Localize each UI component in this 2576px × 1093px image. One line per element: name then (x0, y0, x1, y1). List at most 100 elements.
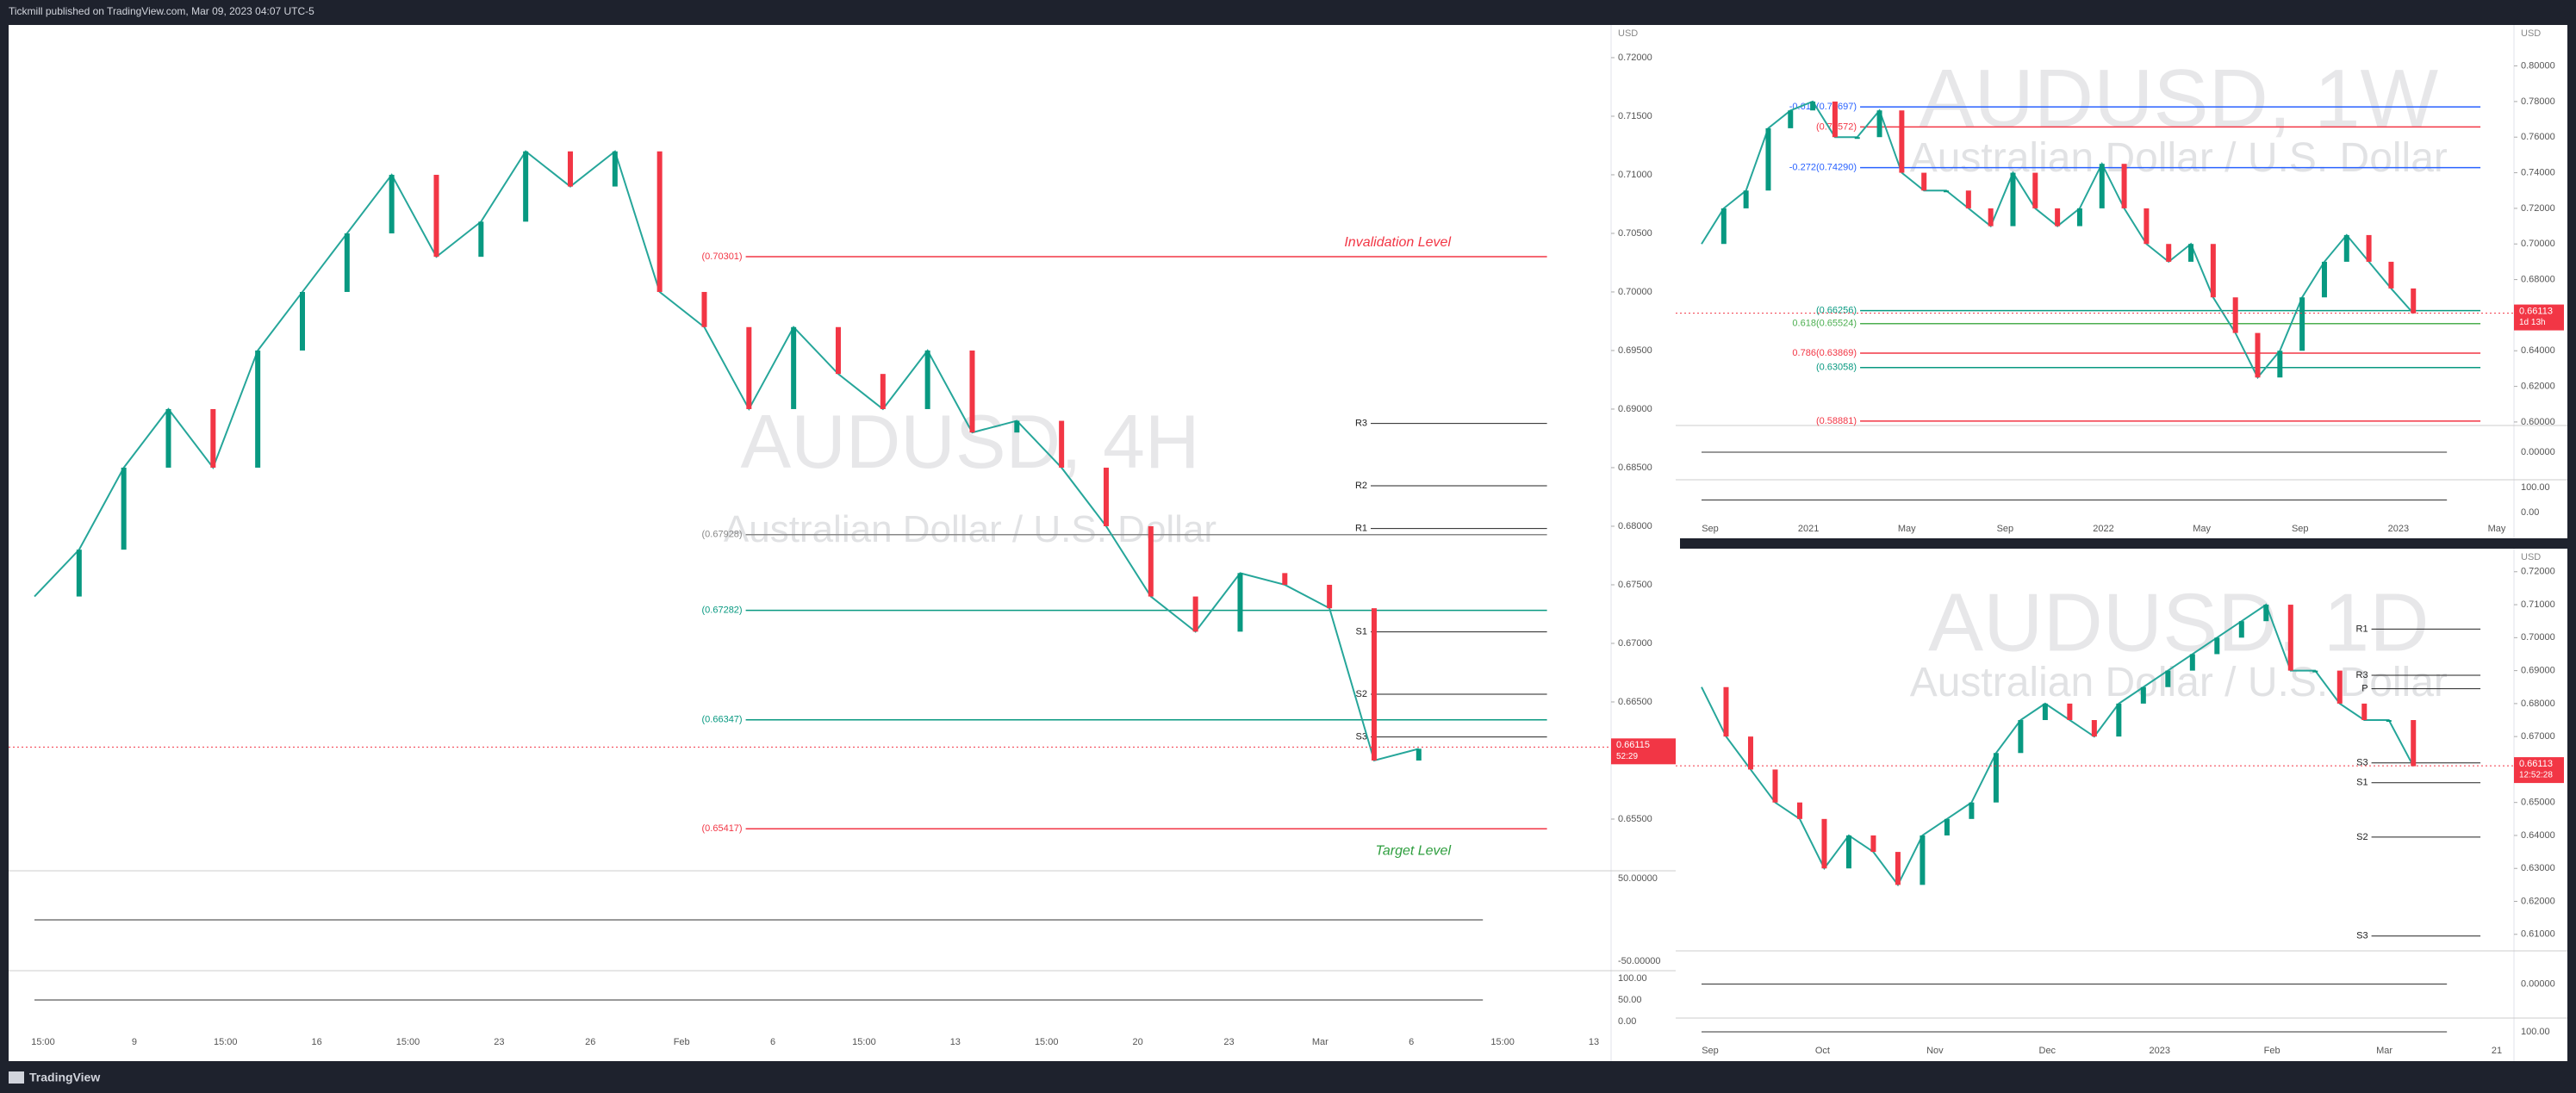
level-label: (0.63058) (1816, 363, 1857, 373)
price-tick-label: 0.64000 (2521, 830, 2555, 841)
brand[interactable]: TradingView (29, 1071, 100, 1084)
time-label: Mar (2376, 1046, 2392, 1056)
candle (656, 151, 663, 292)
price-line (1701, 603, 2415, 887)
time-label: Sep (1702, 1046, 1719, 1056)
candle (2121, 164, 2127, 208)
candle (2312, 670, 2318, 673)
candle (701, 291, 707, 327)
candle (1371, 608, 1377, 761)
candle (2321, 261, 2327, 298)
price-tick-label: 0.69000 (1618, 404, 1652, 414)
price-tick-label: 0.66500 (1618, 697, 1652, 707)
candle (567, 151, 573, 187)
price-tick-label: 0.80000 (2521, 60, 2555, 71)
level-label: (0.67282) (702, 605, 743, 616)
price-tick-label: 0.74000 (2521, 167, 2555, 177)
candle (2238, 621, 2244, 638)
panel-bg (1676, 25, 2567, 538)
time-label: 23 (494, 1037, 504, 1047)
candle (1059, 420, 1065, 468)
candle (2277, 351, 2283, 378)
osc-label: 50.00000 (1618, 873, 1658, 884)
price-tick-label: 0.68000 (2521, 699, 2555, 709)
osc-label: 0.00 (2521, 507, 2539, 518)
candle (1282, 573, 1288, 585)
candle (2018, 720, 2024, 754)
time-label: 13 (950, 1037, 961, 1047)
time-label: 15:00 (852, 1037, 876, 1047)
osc-label: 0.00 (1618, 1016, 1636, 1027)
price-tick-label: 0.70000 (2521, 239, 2555, 249)
price-tag-label: 0.66113 (2519, 306, 2553, 316)
price-tag (1611, 738, 1677, 765)
price-tick-label: 0.70000 (2521, 632, 2555, 643)
candle (2010, 172, 2016, 227)
level-label: (0.67928) (702, 530, 743, 540)
time-label: 9 (132, 1037, 137, 1047)
candle (2144, 208, 2150, 245)
candle (1765, 127, 1771, 191)
candle (2386, 720, 2392, 723)
candle (1103, 467, 1109, 526)
candle (924, 350, 930, 409)
level-label: S2 (1356, 689, 1367, 699)
candle (2032, 172, 2038, 208)
price-tick-label: 0.71500 (1618, 111, 1652, 121)
candle (1720, 208, 1727, 245)
level-label: 0.786(0.63869) (1792, 348, 1857, 358)
price-tick-label: 0.67000 (2521, 731, 2555, 742)
time-label: 15:00 (214, 1037, 238, 1047)
subtitle: Australian Dollar / U.S. Dollar (724, 508, 1216, 550)
price-tick-label: 0.71000 (2521, 599, 2555, 610)
subtitle: Australian Dollar / U.S. Dollar (1910, 660, 2448, 705)
time-label: 2023 (2149, 1046, 2169, 1056)
level-label: -0.272(0.74290) (1789, 162, 1857, 172)
candle (2336, 670, 2343, 704)
time-label: Feb (674, 1037, 690, 1047)
candle (1965, 190, 1971, 208)
candle (1148, 525, 1154, 597)
time-label: 23 (1223, 1037, 1234, 1047)
candle (1832, 101, 1838, 138)
panel-bg (1676, 549, 2567, 1061)
time-label: 2021 (1798, 524, 1819, 534)
candle (880, 374, 886, 409)
time-label: May (1898, 524, 1916, 534)
candle (1237, 573, 1243, 632)
level-label: R1 (2356, 624, 2368, 634)
candle (1921, 172, 1927, 191)
candle (389, 174, 395, 233)
level-label: R3 (1355, 419, 1367, 429)
candle (1920, 835, 1926, 885)
price-tag-label: 0.66113 (2519, 759, 2553, 769)
osc-label: -50.00000 (1618, 956, 1661, 966)
candle (2411, 720, 2417, 767)
candle (478, 221, 484, 258)
candle (2388, 261, 2394, 289)
candle (2091, 720, 2097, 737)
time-label: 2023 (2388, 524, 2409, 534)
candle (1854, 137, 1860, 140)
time-label: Nov (1926, 1046, 1944, 1056)
price-tick-label: 0.72000 (2521, 203, 2555, 214)
time-label: 15:00 (1035, 1037, 1059, 1047)
level-label: (0.65417) (702, 823, 743, 834)
currency: USD (2521, 28, 2541, 39)
candle (1969, 802, 1975, 819)
price-tick-label: 0.69000 (2521, 666, 2555, 676)
candle (1895, 852, 1901, 885)
candle (1192, 596, 1198, 632)
candle (1870, 835, 1876, 853)
currency: USD (2521, 552, 2541, 562)
time-label: 15:00 (1490, 1037, 1515, 1047)
level-label: (0.70301) (702, 252, 743, 262)
level-label: S3 (2356, 931, 2368, 941)
time-label: 21 (2492, 1046, 2502, 1056)
candle (2076, 208, 2082, 227)
osc-label: 100.00 (1618, 973, 1647, 984)
price-tick-label: 0.67500 (1618, 580, 1652, 590)
candle (2299, 297, 2305, 351)
